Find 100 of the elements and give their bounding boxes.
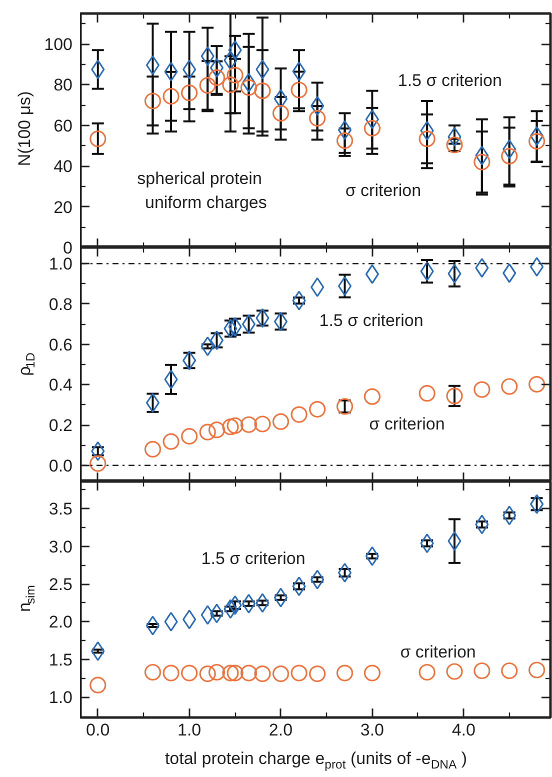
x-tick-label: 2.0 <box>268 720 293 740</box>
point <box>420 534 434 554</box>
point <box>208 664 226 681</box>
point <box>182 60 196 80</box>
point <box>222 418 239 436</box>
y-tick-label: 0.4 <box>48 376 73 395</box>
point <box>530 126 544 146</box>
point <box>365 110 379 130</box>
point <box>91 641 105 661</box>
point <box>254 82 271 100</box>
y-tick-label: 1.0 <box>48 688 73 708</box>
point <box>162 664 180 682</box>
point <box>365 546 379 566</box>
y-tick-label: 3.5 <box>48 500 73 519</box>
y-tick-label: 1.5 <box>48 650 73 670</box>
series-label: σ criterion <box>345 181 422 200</box>
point <box>256 60 270 80</box>
point <box>254 416 271 432</box>
point <box>528 662 546 678</box>
point <box>222 76 239 94</box>
point <box>309 110 326 127</box>
point <box>200 605 214 625</box>
y-tick-label: 100 <box>44 35 73 54</box>
point <box>199 424 216 440</box>
point <box>90 455 106 472</box>
point <box>448 531 462 551</box>
point <box>199 77 216 94</box>
point <box>272 413 290 430</box>
series-label: σ criterion <box>369 414 445 434</box>
point <box>162 88 180 105</box>
point <box>290 406 308 423</box>
point <box>310 570 324 590</box>
point <box>338 562 352 583</box>
point <box>226 417 244 434</box>
y-axis-title: N(100 μs) <box>15 91 34 166</box>
y-tick-label: 1.0 <box>48 254 73 274</box>
point <box>144 440 162 458</box>
point <box>309 401 326 418</box>
x-tick-label: 0.0 <box>86 720 110 740</box>
y-tick-label: 0.2 <box>48 416 73 436</box>
point <box>274 588 288 608</box>
point <box>365 264 379 284</box>
point <box>164 62 178 82</box>
y-tick-label: 60 <box>54 116 73 136</box>
point <box>90 130 106 148</box>
point <box>475 258 489 278</box>
series-label: 1.5 σ criterion <box>398 71 502 90</box>
point <box>530 257 544 277</box>
point <box>226 66 244 84</box>
point <box>181 84 198 102</box>
point <box>181 428 198 445</box>
series-label: 1.5 σ criterion <box>319 311 424 330</box>
point <box>418 385 436 402</box>
point <box>336 132 354 149</box>
point <box>336 664 354 682</box>
point <box>242 72 256 92</box>
point <box>474 381 490 398</box>
x-tick-label: 4.0 <box>452 720 476 740</box>
point <box>182 610 196 630</box>
point <box>501 148 518 164</box>
annotation: spherical protein <box>137 168 262 188</box>
point <box>199 665 216 682</box>
point <box>290 82 308 98</box>
point <box>502 263 516 283</box>
point <box>240 416 258 433</box>
point <box>448 127 462 147</box>
y-tick-label: 0.6 <box>48 335 73 354</box>
x-tick-label: 3.0 <box>360 720 384 740</box>
point <box>502 506 516 526</box>
point <box>272 104 290 122</box>
annotation: uniform charges <box>144 193 267 212</box>
point <box>240 664 258 682</box>
point <box>240 79 258 96</box>
point <box>338 120 352 140</box>
point <box>208 422 226 438</box>
point <box>208 69 226 86</box>
point <box>310 96 324 116</box>
x-axis-title: total protein charge e$_{prot}$ (units of -e$_{DNA}$ ) <box>164 748 468 774</box>
point <box>226 664 244 682</box>
point <box>292 290 306 310</box>
y-axis-title: ρ1D <box>15 352 38 376</box>
point <box>474 154 490 170</box>
y-tick-label: 0.0 <box>48 456 73 476</box>
series-label: σ criterion <box>400 642 476 662</box>
point <box>364 664 380 682</box>
point <box>144 92 162 110</box>
point <box>338 276 352 296</box>
point <box>418 664 436 681</box>
point <box>164 370 178 390</box>
y-tick-label: 3.0 <box>48 537 73 556</box>
point <box>364 388 380 405</box>
y-axis-title: nsim <box>15 585 38 612</box>
point <box>181 664 198 682</box>
y-tick-label: 80 <box>54 76 73 95</box>
point <box>501 378 518 395</box>
point <box>530 494 544 514</box>
point <box>91 60 105 80</box>
point <box>146 55 160 75</box>
point <box>420 262 434 282</box>
point <box>254 665 271 682</box>
